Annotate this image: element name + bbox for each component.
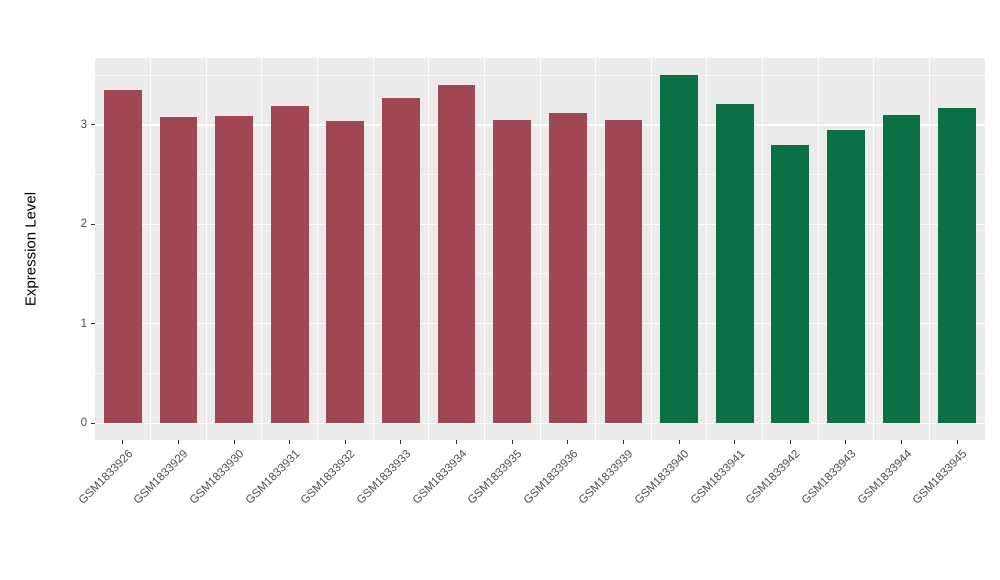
y-tick-mark (91, 422, 95, 424)
y-tick-label: 2 (80, 218, 87, 231)
bar-GSM1833945 (938, 107, 977, 423)
bar-GSM1833943 (827, 129, 865, 423)
x-tick-label-GSM1833935: GSM1833935 (466, 448, 525, 507)
x-tick-mark (789, 440, 791, 444)
bar-GSM1833929 (159, 116, 198, 423)
vertical-gridline (428, 58, 430, 440)
x-tick-label-GSM1833940: GSM1833940 (632, 448, 692, 507)
bar-GSM1833944 (882, 114, 921, 423)
x-tick-label-GSM1833942: GSM1833942 (744, 448, 803, 507)
x-tick-mark (233, 440, 235, 444)
vertical-gridline (317, 58, 318, 440)
vertical-gridline (928, 58, 930, 440)
x-tick-label-GSM1833932: GSM1833932 (299, 448, 358, 507)
vertical-gridline (150, 58, 152, 440)
x-tick-mark (400, 440, 402, 444)
x-tick-mark (177, 440, 179, 444)
y-tick-label: 3 (80, 118, 87, 131)
x-tick-label-GSM1833941: GSM1833941 (688, 448, 748, 507)
x-tick-mark (289, 440, 291, 444)
bar-GSM1833934 (437, 84, 476, 423)
vertical-gridline (817, 58, 819, 440)
x-tick-label-GSM1833930: GSM1833930 (187, 448, 247, 507)
vertical-gridline (595, 58, 597, 440)
bar-GSM1833933 (382, 97, 420, 423)
bar-GSM1833940 (660, 75, 698, 423)
y-tick-label: 1 (80, 317, 87, 330)
x-tick-label-GSM1833934: GSM1833934 (410, 448, 470, 507)
bar-GSM1833931 (270, 105, 309, 423)
x-tick-label-GSM1833939: GSM1833939 (577, 448, 636, 507)
x-tick-mark (956, 440, 958, 444)
x-tick-label-GSM1833945: GSM1833945 (911, 448, 970, 507)
bar-GSM1833941 (715, 103, 754, 423)
x-tick-label-GSM1833944: GSM1833944 (855, 448, 915, 507)
x-tick-mark (122, 440, 124, 444)
y-tick-label: 0 (80, 417, 87, 429)
vertical-gridline (372, 58, 374, 440)
bar-GSM1833930 (215, 115, 253, 423)
bar-GSM1833936 (548, 112, 587, 423)
x-tick-label-GSM1833936: GSM1833936 (521, 448, 581, 507)
x-tick-mark (567, 440, 569, 444)
vertical-gridline (650, 58, 652, 440)
x-tick-label-GSM1833943: GSM1833943 (799, 448, 859, 507)
x-tick-label-GSM1833933: GSM1833933 (354, 448, 414, 507)
x-tick-label-GSM1833926: GSM1833926 (76, 448, 136, 507)
y-axis-title: Expression Level (22, 191, 40, 307)
x-tick-mark (901, 440, 903, 444)
y-tick-mark (91, 223, 95, 225)
plot-panel (95, 58, 985, 440)
vertical-gridline (873, 58, 875, 440)
vertical-gridline (539, 58, 541, 440)
vertical-gridline (261, 58, 263, 440)
x-tick-mark (678, 440, 680, 444)
y-tick-mark (91, 124, 95, 126)
x-tick-mark (622, 440, 624, 444)
x-tick-mark (456, 440, 458, 444)
x-tick-mark (511, 440, 513, 444)
bar-GSM1833932 (326, 120, 365, 423)
y-tick-mark (91, 323, 95, 325)
x-tick-label-GSM1833931: GSM1833931 (243, 448, 303, 507)
bar-GSM1833935 (493, 119, 532, 423)
vertical-gridline (205, 58, 207, 440)
bar-GSM1833942 (771, 144, 810, 423)
bar-GSM1833926 (103, 89, 142, 423)
x-tick-mark (734, 440, 736, 444)
x-tick-mark (845, 440, 847, 444)
vertical-gridline (483, 58, 485, 440)
x-tick-label-GSM1833929: GSM1833929 (132, 448, 191, 507)
vertical-gridline (762, 58, 763, 440)
x-tick-mark (344, 440, 346, 444)
bar-GSM1833939 (604, 119, 643, 423)
vertical-gridline (706, 58, 708, 440)
